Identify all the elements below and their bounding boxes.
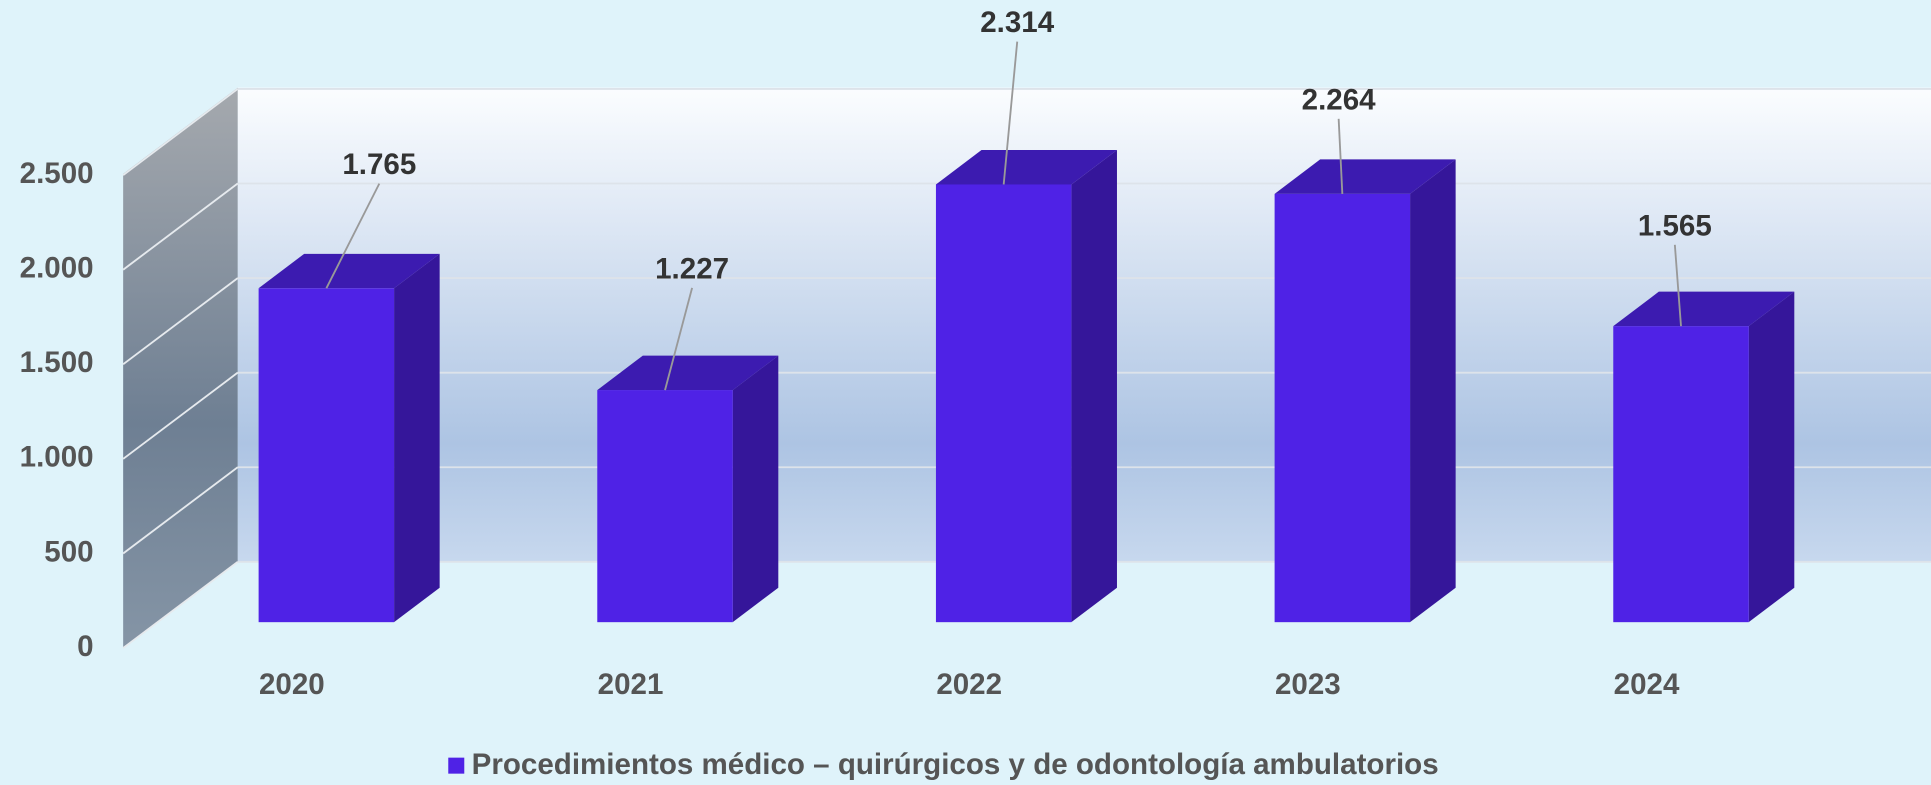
bar-top: [597, 355, 779, 391]
grid-line: [122, 561, 239, 649]
side-wall: [123, 87, 238, 649]
value-label: 1.565: [1638, 209, 1712, 242]
y-tick-label: 0: [77, 630, 93, 663]
x-tick-label: 2024: [1614, 668, 1680, 701]
bar-side: [394, 253, 440, 623]
value-label: 1.227: [655, 252, 729, 285]
x-tick-label: 2021: [598, 668, 664, 701]
x-tick-label: 2023: [1275, 668, 1341, 701]
y-tick-label: 500: [44, 535, 93, 568]
bar: [1613, 326, 1749, 623]
leader-line: [1673, 244, 1682, 327]
legend-swatch: [448, 757, 465, 774]
y-tick-label: 1.500: [20, 346, 94, 379]
bar: [935, 184, 1072, 623]
x-tick-label: 2020: [259, 668, 325, 701]
bar: [258, 288, 395, 623]
value-label: 2.314: [980, 6, 1055, 39]
bar-side: [732, 355, 779, 623]
bar-top: [935, 149, 1117, 185]
y-tick-label: 1.000: [20, 441, 94, 474]
leader-line: [1337, 118, 1344, 194]
bar: [1274, 193, 1411, 623]
bar-top: [1613, 291, 1795, 327]
leader-line: [1002, 41, 1019, 185]
grid-line: [122, 182, 239, 271]
y-tick-label: 2.000: [20, 252, 94, 285]
legend-label: Procedimientos médico – quirúrgicos y de…: [472, 748, 1439, 781]
value-label: 1.765: [342, 148, 416, 181]
bar: [597, 390, 733, 623]
grid-line: [122, 466, 239, 555]
leader-line: [325, 183, 381, 289]
bar-top: [258, 253, 440, 289]
bar-side: [1748, 291, 1795, 623]
grid-line: [122, 88, 239, 176]
bar-top: [1274, 159, 1456, 194]
grid-line: [122, 277, 239, 366]
value-label: 2.264: [1302, 83, 1377, 116]
legend: Procedimientos médico – quirúrgicos y de…: [448, 748, 1439, 781]
x-tick-label: 2022: [936, 668, 1002, 701]
grid-line: [122, 371, 239, 460]
bar-side: [1071, 149, 1117, 623]
bar-side: [1410, 159, 1456, 623]
leader-line: [664, 287, 693, 391]
y-tick-label: 2.500: [20, 157, 94, 190]
